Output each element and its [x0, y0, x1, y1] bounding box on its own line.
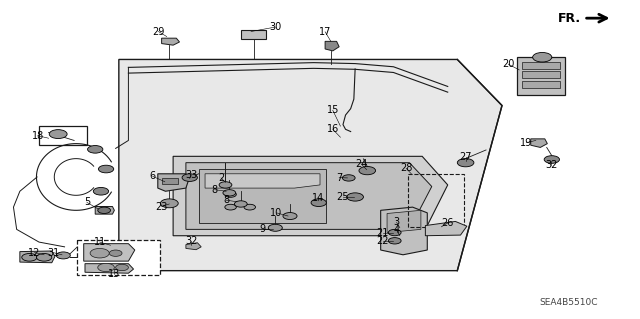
Bar — [516, 57, 564, 95]
Bar — [77, 241, 161, 275]
Circle shape — [388, 229, 401, 236]
Circle shape — [311, 199, 326, 206]
Circle shape — [49, 130, 67, 138]
Text: 8: 8 — [223, 195, 229, 205]
Text: 32: 32 — [185, 236, 197, 246]
Circle shape — [161, 199, 178, 208]
Circle shape — [544, 156, 559, 163]
Text: 24: 24 — [355, 159, 368, 169]
Text: 10: 10 — [271, 208, 283, 218]
Bar — [522, 81, 560, 88]
Polygon shape — [198, 169, 326, 223]
Circle shape — [116, 264, 129, 271]
Circle shape — [458, 159, 474, 167]
Text: 4: 4 — [394, 225, 400, 235]
Text: 7: 7 — [336, 173, 342, 182]
Circle shape — [90, 249, 109, 258]
Circle shape — [88, 145, 103, 153]
Text: 11: 11 — [93, 237, 106, 247]
Polygon shape — [205, 174, 320, 188]
Text: 21: 21 — [376, 227, 388, 238]
Text: 33: 33 — [185, 170, 197, 180]
Text: SEA4B5510C: SEA4B5510C — [540, 298, 598, 307]
Text: 6: 6 — [150, 171, 156, 181]
Polygon shape — [387, 210, 421, 233]
Text: 32: 32 — [545, 160, 557, 170]
Text: 19: 19 — [520, 138, 532, 148]
Text: 9: 9 — [259, 224, 266, 234]
Text: 23: 23 — [156, 202, 168, 211]
Circle shape — [388, 238, 401, 244]
Circle shape — [109, 250, 122, 256]
Circle shape — [98, 263, 115, 271]
Text: 27: 27 — [460, 152, 472, 162]
Circle shape — [225, 192, 236, 197]
Circle shape — [244, 204, 255, 210]
Text: 8: 8 — [212, 185, 218, 195]
Circle shape — [347, 193, 364, 201]
Text: FR.: FR. — [557, 12, 580, 25]
Text: 30: 30 — [269, 22, 282, 32]
Polygon shape — [95, 206, 115, 214]
Circle shape — [283, 212, 297, 219]
Circle shape — [36, 254, 52, 261]
Text: 29: 29 — [152, 26, 164, 36]
Text: 2: 2 — [218, 173, 224, 183]
Circle shape — [532, 52, 552, 62]
Polygon shape — [381, 207, 428, 255]
Text: 16: 16 — [326, 124, 339, 134]
Polygon shape — [158, 174, 189, 191]
Text: 3: 3 — [394, 217, 400, 227]
Circle shape — [56, 252, 70, 259]
Polygon shape — [119, 59, 502, 271]
Circle shape — [93, 188, 109, 195]
Bar — [522, 62, 560, 69]
Polygon shape — [426, 221, 467, 236]
Text: 17: 17 — [319, 27, 332, 37]
Text: 31: 31 — [47, 248, 59, 257]
Polygon shape — [162, 38, 179, 45]
Polygon shape — [531, 139, 547, 147]
Circle shape — [22, 254, 37, 261]
Polygon shape — [162, 178, 178, 184]
Text: 20: 20 — [502, 59, 515, 69]
Bar — [522, 71, 560, 78]
Text: 15: 15 — [326, 105, 339, 115]
Circle shape — [182, 174, 197, 182]
Text: 28: 28 — [400, 163, 412, 174]
Circle shape — [98, 207, 111, 213]
Text: 26: 26 — [442, 218, 454, 228]
Bar — [241, 30, 266, 39]
Text: 13: 13 — [108, 269, 120, 279]
Circle shape — [225, 204, 236, 210]
Text: 25: 25 — [337, 192, 349, 202]
Circle shape — [268, 224, 282, 231]
Circle shape — [99, 165, 114, 173]
Text: 12: 12 — [28, 248, 41, 257]
Polygon shape — [85, 264, 134, 273]
Text: 18: 18 — [31, 131, 44, 141]
Polygon shape — [186, 243, 201, 250]
Polygon shape — [20, 251, 55, 263]
Circle shape — [234, 201, 247, 207]
Text: 14: 14 — [312, 193, 324, 203]
Circle shape — [219, 182, 232, 188]
Polygon shape — [84, 244, 135, 261]
Circle shape — [342, 175, 355, 181]
Polygon shape — [186, 163, 432, 229]
Polygon shape — [173, 156, 448, 236]
Bar — [408, 174, 465, 227]
Bar — [39, 126, 87, 145]
Circle shape — [359, 167, 376, 175]
Polygon shape — [325, 41, 339, 51]
Circle shape — [223, 190, 236, 196]
Text: 22: 22 — [376, 236, 389, 246]
Text: 5: 5 — [84, 197, 90, 207]
